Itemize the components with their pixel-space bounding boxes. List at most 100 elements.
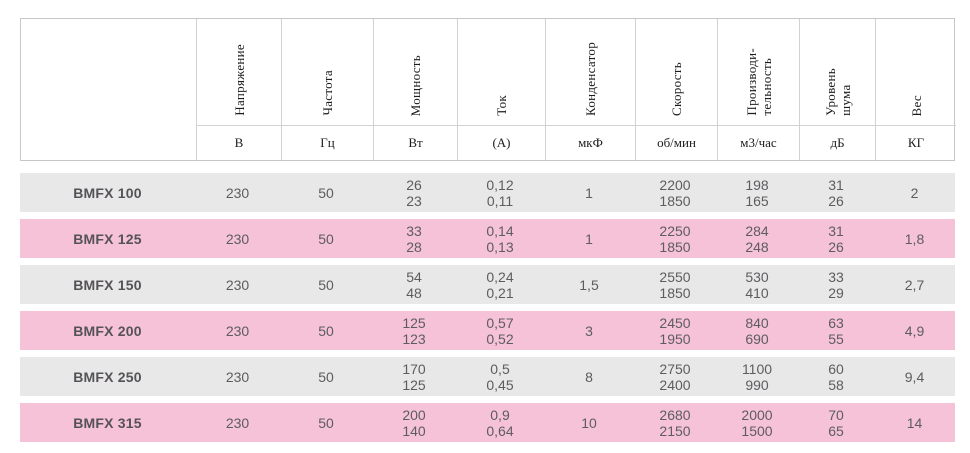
cell-airflow: 1100 990 [716, 361, 798, 393]
cell-frequency: 50 [280, 415, 372, 431]
cell-noise: 70 65 [798, 407, 874, 439]
cell-value-line: 230 [225, 322, 250, 339]
cell-value-line: 248 [745, 238, 769, 255]
cell-value-line: 55 [828, 330, 844, 347]
cell-value-line: 14 [906, 414, 923, 431]
cell-frequency: 50 [280, 369, 372, 385]
cell-value-line: 50 [318, 230, 334, 247]
column-label-voltage: Напряжение [231, 44, 247, 116]
cell-value-line: 125 [402, 314, 426, 331]
cell-power: 33 28 [372, 223, 456, 255]
cell-speed: 2750 2400 [634, 361, 716, 393]
cell-value-line: 165 [745, 192, 769, 209]
model-name: BMFX 150 [73, 276, 142, 293]
cell-value-line: 230 [225, 368, 250, 385]
cell-value-line: 2680 [659, 406, 691, 423]
cell-noise: 31 26 [798, 223, 874, 255]
cell-value-line: 29 [828, 284, 844, 301]
cell-value-line: 1 [585, 230, 593, 247]
cell-value-line: 2150 [659, 422, 691, 439]
cell-value-line: 0,11 [486, 192, 514, 209]
cell-value-line: 2 [910, 184, 919, 201]
table-row: BMFX 250 230 50 170 125 0,5 0,45 8 2750 2400 1100 9… [20, 357, 955, 396]
cell-value-line: 0,13 [486, 238, 514, 255]
cell-airflow: 2000 1500 [716, 407, 798, 439]
cell-current: 0,9 0,64 [456, 407, 544, 439]
cell-weight: 14 [874, 415, 955, 431]
cell-value-line: 1 [585, 184, 593, 201]
cell-value-line: 26 [828, 238, 844, 255]
cell-value-line: 50 [318, 276, 334, 293]
cell-value-line: 2400 [659, 376, 691, 393]
model-name: BMFX 315 [73, 414, 142, 431]
cell-frequency: 50 [280, 277, 372, 293]
cell-value-line: 0,9 [490, 406, 510, 423]
column-label-capacitor: Конденсатор [583, 42, 598, 116]
cell-capacitor: 1 [544, 231, 634, 247]
cell-value-line: 1100 [741, 360, 773, 377]
cell-value-line: 2750 [659, 360, 691, 377]
cell-value-line: 230 [225, 184, 250, 201]
column-header-speed: Скорость [635, 19, 717, 125]
cell-power: 26 23 [372, 177, 456, 209]
cell-value-line: 1950 [659, 330, 691, 347]
cell-value-line: 2550 [659, 268, 691, 285]
cell-value-line: 1850 [659, 238, 691, 255]
cell-value-line: 170 [402, 360, 426, 377]
column-label-noise: Уровень шума [822, 68, 853, 116]
cell-value-line: 58 [828, 376, 844, 393]
cell-speed: 2250 1850 [634, 223, 716, 255]
cell-value-line: 50 [318, 368, 334, 385]
cell-value-line: 28 [406, 238, 422, 255]
table-row: BMFX 200 230 50 125 123 0,57 0,52 3 2450 1950 840 6… [20, 311, 955, 350]
cell-value-line: 9,4 [904, 368, 925, 385]
cell-speed: 2450 1950 [634, 315, 716, 347]
cell-capacitor: 3 [544, 323, 634, 339]
cell-capacitor: 10 [544, 415, 634, 431]
column-header-noise: Уровень шума [799, 19, 875, 125]
cell-value-line: 2,7 [904, 276, 925, 293]
cell-value-line: 140 [402, 422, 426, 439]
cell-value-line: 1,8 [904, 230, 925, 247]
cell-capacitor: 8 [544, 369, 634, 385]
column-unit-capacitor: мкФ [545, 125, 635, 160]
column-header-weight: Вес [875, 19, 956, 125]
column-unit-power: Вт [373, 125, 457, 160]
cell-value-line: 50 [318, 414, 334, 431]
spec-table-rows: BMFX 100 230 50 26 23 0,12 0,11 1 2200 1850 198 165… [20, 173, 955, 442]
column-unit-frequency: Гц [281, 125, 373, 160]
cell-current: 0,12 0,11 [456, 177, 544, 209]
cell-value-line: 54 [406, 268, 422, 285]
cell-value-line: 50 [318, 184, 334, 201]
cell-current: 0,14 0,13 [456, 223, 544, 255]
column-label-weight: Вес [908, 94, 924, 116]
cell-voltage: 230 [195, 277, 280, 293]
cell-value-line: 0,14 [486, 222, 514, 239]
cell-value-line: 1500 [741, 422, 773, 439]
cell-value-line: 31 [828, 222, 844, 239]
table-row: BMFX 315 230 50 200 140 0,9 0,64 10 2680 2150 2000… [20, 403, 955, 442]
cell-value-line: 26 [828, 192, 844, 209]
cell-voltage: 230 [195, 323, 280, 339]
table-row: BMFX 100 230 50 26 23 0,12 0,11 1 2200 1850 198 165… [20, 173, 955, 212]
cell-value-line: 3 [585, 322, 593, 339]
cell-value-line: 1,5 [579, 276, 599, 293]
cell-voltage: 230 [195, 415, 280, 431]
cell-current: 0,5 0,45 [456, 361, 544, 393]
cell-frequency: 50 [280, 185, 372, 201]
cell-value-line: 2450 [659, 314, 691, 331]
cell-power: 170 125 [372, 361, 456, 393]
column-label-frequency: Частота [320, 70, 335, 116]
cell-value-line: 123 [402, 330, 426, 347]
cell-value-line: 63 [828, 314, 844, 331]
cell-value-line: 70 [828, 406, 844, 423]
cell-value-line: 0,24 [486, 268, 514, 285]
cell-power: 125 123 [372, 315, 456, 347]
cell-value-line: 2000 [741, 406, 773, 423]
cell-value-line: 840 [745, 314, 769, 331]
cell-value-line: 125 [402, 376, 426, 393]
cell-value-line: 33 [828, 268, 844, 285]
column-label-current: Ток [494, 95, 509, 116]
cell-airflow: 198 165 [716, 177, 798, 209]
model-name: BMFX 200 [73, 322, 142, 339]
